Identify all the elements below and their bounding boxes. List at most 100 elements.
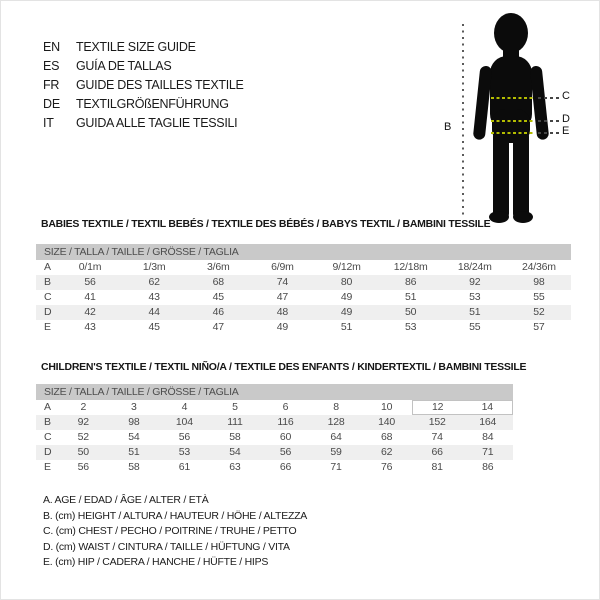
table-cell: 86	[405, 276, 417, 288]
babies-size-table: SIZE / TALLA / TAILLE / GRÖSSE / TAGLIA A…	[36, 244, 571, 335]
table-cell: 164	[479, 416, 497, 428]
table-cell: 8	[333, 401, 339, 413]
table-cell: 44	[148, 306, 160, 318]
row-label-cell: E	[44, 461, 51, 473]
table-cell: 80	[340, 276, 353, 288]
legend-item: D. (cm) WAIST / CINTURA / TAILLE / HÜFTU…	[43, 540, 290, 553]
language-code: FR	[43, 77, 60, 92]
table-cell: 50	[77, 446, 89, 458]
table-cell: 2	[80, 401, 87, 413]
table-cell: 14	[462, 400, 513, 415]
table-cell: 5	[232, 401, 238, 413]
table-row: C 52 54 56 58 60 64 68 74 84	[36, 430, 513, 445]
table-cell: 0/1m	[78, 261, 102, 273]
table-cell: 3/6m	[207, 261, 230, 273]
row-label-cell: B	[44, 276, 51, 288]
table-size-header: SIZE / TALLA / TAILLE / GRÖSSE / TAGLIA	[36, 384, 513, 400]
table-cell: 3	[131, 401, 137, 413]
table-cell: 6	[282, 401, 289, 413]
table-cell: 52	[533, 306, 545, 318]
table-cell: 51	[469, 306, 481, 318]
language-item: FR GUIDE DES TAILLES TEXTILE	[43, 75, 244, 94]
table-cell: 63	[229, 461, 241, 473]
table-cell: 140	[378, 416, 396, 428]
table-cell: 12	[411, 400, 463, 415]
table-cell: 51	[128, 446, 140, 458]
table-cell: 86	[482, 461, 494, 473]
table-cell: 24/36m	[522, 261, 556, 273]
children-size-table: SIZE / TALLA / TAILLE / GRÖSSE / TAGLIA A…	[36, 384, 513, 475]
table-cell: 128	[327, 416, 345, 428]
table-cell: 56	[77, 461, 89, 473]
table-cell: 53	[469, 291, 481, 303]
table-cell: 76	[380, 461, 393, 473]
legend-item: E. (cm) HIP / CADERA / HANCHE / HÜFTE / …	[43, 556, 269, 568]
chest-measure-label: C	[562, 90, 570, 102]
table-cell: 92	[469, 276, 481, 288]
table-row: E 43 45 47 49 51 53 55 57	[36, 320, 571, 335]
table-row: D 42 44 46 48 49 50 51 52	[36, 305, 571, 320]
legend-item: C. (cm) CHEST / PECHO / POITRINE / TRUHE…	[43, 525, 297, 537]
table-cell: 84	[482, 431, 494, 443]
waist-measure-line: D	[441, 113, 599, 125]
table-row: B 56 62 68 74 80 86 92 98	[36, 275, 571, 290]
table-cell: 49	[340, 291, 353, 303]
table-cell: 52	[77, 431, 89, 443]
table-cell: 54	[128, 431, 140, 443]
language-item: IT GUIDA ALLE TAGLIE TESSILI	[43, 113, 244, 132]
table-cell: 51	[405, 291, 417, 303]
table-cell: 152	[428, 416, 446, 428]
language-title-text: GUÍA DE TALLAS	[76, 58, 172, 73]
language-title-list: EN TEXTILE SIZE GUIDE ES GUÍA DE TALLAS FR GU…	[43, 37, 244, 132]
row-label-cell: B	[44, 416, 51, 428]
table-cell: 51	[340, 321, 353, 333]
table-cell: 47	[276, 291, 289, 303]
language-item: EN TEXTILE SIZE GUIDE	[43, 37, 244, 56]
table-cell: 1/3m	[142, 261, 166, 273]
child-figure-diagram: B C D	[441, 9, 599, 235]
table-row: D 50 51 53 54 56 59 62 66 71	[36, 445, 513, 460]
babies-section-title: BABIES TEXTILE / TEXTIL BEBÉS / TEXTILE …	[41, 218, 491, 230]
row-label-cell: A	[44, 261, 51, 273]
language-code: DE	[43, 96, 60, 111]
table-cell: 49	[340, 306, 353, 318]
table-cell: 59	[330, 446, 342, 458]
chest-measure-line: C	[441, 90, 599, 102]
table-cell: 6/9m	[271, 261, 294, 273]
table-cell: 116	[277, 416, 294, 428]
chest-guide-dash	[538, 97, 559, 99]
measurement-legend: A. AGE / EDAD / ÂGE / ALTER / ETÀ B. (cm)…	[43, 493, 307, 571]
table-cell: 68	[380, 431, 393, 443]
children-section-title: CHILDREN'S TEXTILE / TEXTIL NIÑO/A / TEX…	[41, 361, 527, 373]
table-cell: 81	[431, 461, 443, 473]
table-cell: 66	[279, 461, 292, 473]
legend-item: B. (cm) HEIGHT / ALTURA / HAUTEUR / HÖHE…	[43, 509, 308, 522]
table-cell: 55	[533, 291, 545, 303]
table-row: E 56 58 61 63 66 71 76 81 86	[36, 460, 513, 475]
table-cell: 56	[279, 446, 292, 458]
table-cell: 4	[181, 401, 188, 413]
table-cell: 50	[405, 306, 417, 318]
row-label-cell: D	[44, 306, 52, 318]
table-row: B 92 98 104 111 116 128 140 152 164	[36, 415, 513, 430]
table-cell: 48	[276, 306, 289, 318]
table-cell: 42	[84, 306, 96, 318]
table-cell: 111	[227, 416, 243, 428]
table-cell: 92	[77, 416, 89, 428]
hip-measure-label: E	[562, 125, 570, 137]
table-row: A 2 3 4 5 6 8 10 12 14	[36, 400, 513, 415]
table-cell: 60	[279, 431, 292, 443]
table-cell: 53	[405, 321, 417, 333]
table-cell: 56	[84, 276, 96, 288]
height-dotted-line	[462, 24, 464, 216]
language-title-text: TEXTILE SIZE GUIDE	[76, 39, 196, 54]
hip-guide-dash	[538, 132, 559, 134]
table-row: C 41 43 45 47 49 51 53 55	[36, 290, 571, 305]
language-code: ES	[43, 58, 60, 73]
language-title-text: TEXTILGRÖßENFÜHRUNG	[76, 96, 229, 111]
table-row: A 0/1m 1/3m 3/6m 6/9m 9/12m 12/18m 18/24m 24/36m	[36, 260, 571, 275]
table-cell: 49	[276, 321, 289, 333]
table-cell: 43	[84, 321, 96, 333]
hip-dash	[491, 132, 535, 134]
